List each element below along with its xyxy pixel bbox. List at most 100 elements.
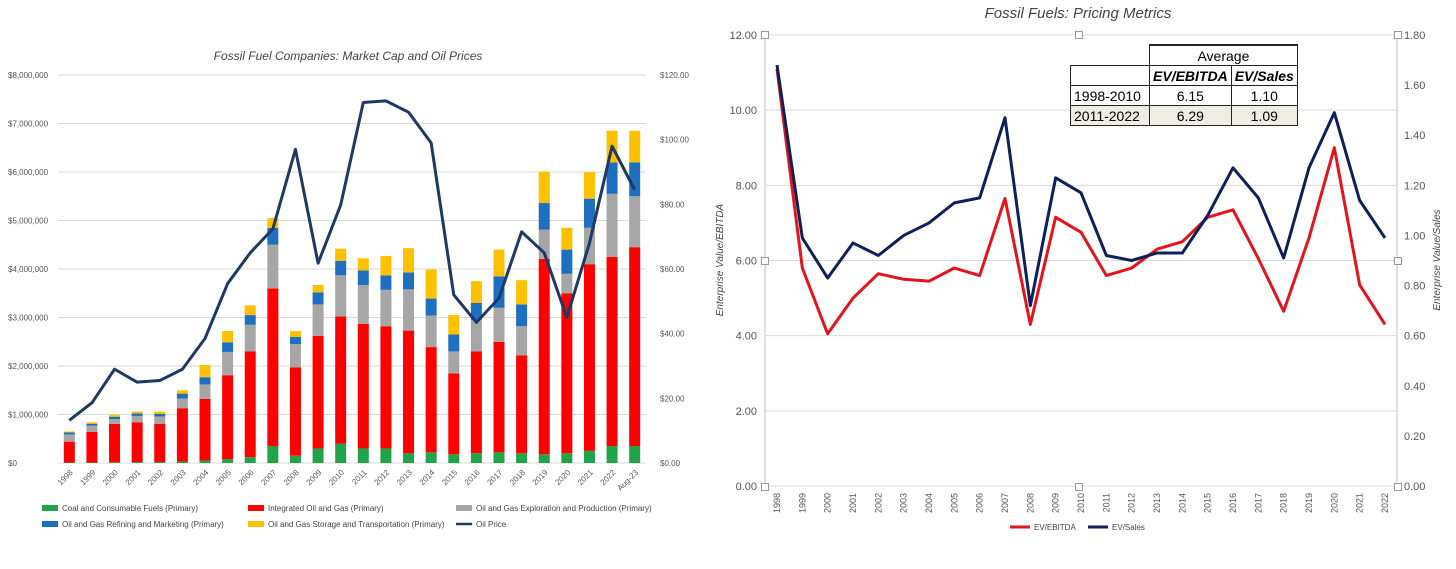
bar-segment — [154, 423, 166, 463]
bar-segment — [154, 462, 166, 463]
legend: EV/EBITDA EV/Sales — [1010, 523, 1145, 532]
left-axis-ticks: $0 $1,000,000 $2,000,000 $3,000,000 $4,000,0… — [8, 71, 49, 468]
y2-tick-label: 0.20 — [1404, 431, 1425, 443]
bar-segment — [629, 162, 641, 197]
y-tick-label: 6.00 — [736, 256, 757, 268]
bar-segment — [199, 460, 211, 463]
bar-segment — [86, 431, 98, 463]
table-ev-sales: 1.09 — [1230, 105, 1298, 126]
y-tick-label: 10.00 — [729, 105, 757, 117]
legend-label: Integrated Oil and Gas (Primary) — [268, 504, 384, 513]
table-corner-cell — [1070, 65, 1150, 86]
selection-handle[interactable] — [761, 31, 769, 39]
gridlines — [58, 74, 646, 464]
y-tick-label: 2.00 — [736, 406, 757, 418]
x-tick-label: 2021 — [1355, 493, 1365, 513]
bar-segment — [63, 431, 75, 433]
legend-label: EV/Sales — [1112, 523, 1145, 532]
bar-segment — [289, 336, 301, 345]
table-col-ev-ebitda: EV/EBITDA — [1149, 65, 1232, 86]
bar-segment — [86, 423, 98, 426]
x-tick-label: 2008 — [1025, 493, 1035, 513]
selection-handle[interactable] — [1075, 483, 1083, 491]
legend-swatch — [248, 521, 264, 527]
selection-handle[interactable] — [1075, 31, 1083, 39]
bar-segment — [312, 448, 324, 463]
bar-segment — [199, 398, 211, 461]
bar-segment — [357, 285, 369, 324]
y2-tick-label: $40.00 — [660, 330, 685, 339]
y-tick-label: 8.00 — [736, 180, 757, 192]
y2-tick-label: 0.00 — [1404, 481, 1425, 493]
bar-segment — [131, 413, 143, 416]
x-tick-label: 1998 — [56, 468, 75, 487]
y-tick-label: $8,000,000 — [8, 71, 49, 80]
bar-segment — [244, 315, 256, 325]
legend-label: Oil Price — [476, 520, 507, 529]
bar-segment — [516, 326, 528, 356]
bar-segment — [629, 130, 641, 163]
bar-segment — [561, 293, 573, 454]
bar-segment — [470, 351, 482, 454]
selection-handle[interactable] — [1394, 31, 1402, 39]
bar-segment — [606, 256, 618, 447]
bar-segment — [606, 446, 618, 463]
bar-segment — [176, 408, 188, 462]
bar-segment — [109, 462, 121, 463]
legend-label: Oil and Gas Refining and Marketing (Prim… — [62, 520, 224, 529]
selection-handle[interactable] — [761, 257, 769, 265]
x-tick-label: 2015 — [1203, 493, 1213, 513]
bar-segment — [425, 298, 437, 316]
x-tick-label: 2014 — [418, 468, 437, 487]
x-tick-label: 2015 — [440, 468, 459, 487]
y2-tick-label: $0.00 — [660, 459, 681, 468]
bar-segment — [176, 393, 188, 399]
x-tick-label: 2006 — [237, 468, 256, 487]
x-tick-label: 2002 — [873, 493, 883, 513]
bar-segment — [357, 258, 369, 271]
bar-segment — [86, 425, 98, 432]
selection-handle[interactable] — [1394, 483, 1402, 491]
chart-title: Fossil Fuels: Pricing Metrics — [985, 5, 1172, 22]
x-tick-label: 2022 — [1380, 493, 1390, 513]
legend-label: Oil and Gas Storage and Transportation (… — [268, 520, 445, 529]
bar-segment — [335, 443, 347, 463]
table-period: 1998-2010 — [1070, 85, 1150, 106]
table-header: Average — [1149, 44, 1298, 66]
x-tick-label: 2010 — [327, 468, 346, 487]
bar-segment — [380, 289, 392, 327]
bar-segment — [222, 342, 234, 352]
x-tick-label: 2017 — [1253, 493, 1263, 513]
selection-handle[interactable] — [1394, 257, 1402, 265]
left-axis-ticks: 0.00 2.00 4.00 6.00 8.00 10.00 12.00 — [729, 30, 757, 493]
bar-segment — [63, 434, 75, 442]
bar-segment — [244, 305, 256, 316]
bar-segment — [448, 454, 460, 463]
bar-segment — [86, 422, 98, 424]
bar-segment — [629, 196, 641, 248]
x-tick-label: 2004 — [924, 493, 934, 513]
bar-segment — [516, 453, 528, 463]
bar-segment — [63, 432, 75, 435]
bar-segment — [267, 446, 279, 463]
y2-tick-label: $80.00 — [660, 200, 685, 209]
legend-swatch — [42, 505, 58, 511]
bar-segment — [583, 172, 595, 199]
bar-segment — [199, 377, 211, 385]
bar-segment — [289, 331, 301, 337]
y2-tick-label: $100.00 — [660, 136, 689, 145]
bar-segment — [176, 390, 188, 394]
bar-segment — [222, 351, 234, 376]
selection-handle[interactable] — [761, 483, 769, 491]
bar-segment — [109, 423, 121, 463]
bar-segment — [109, 416, 121, 420]
y-tick-label: $6,000,000 — [8, 168, 49, 177]
bar-segment — [538, 203, 550, 230]
bar-segment — [583, 450, 595, 463]
bar-segment — [222, 331, 234, 343]
legend-label: Coal and Consumable Fuels (Primary) — [62, 504, 198, 513]
bar-segment — [357, 323, 369, 449]
bar-segment — [403, 248, 415, 273]
x-tick-label: 2009 — [1051, 493, 1061, 513]
oil-price-line — [68, 99, 637, 422]
